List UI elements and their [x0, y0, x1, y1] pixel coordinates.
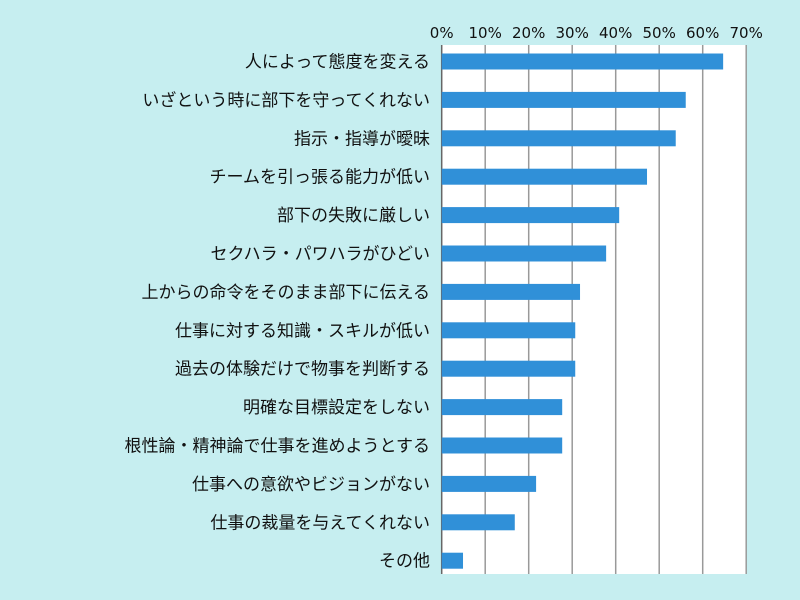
bar [441, 322, 576, 339]
category-label: 明確な目標設定をしない [243, 398, 430, 418]
x-tick-label: 20% [512, 24, 545, 42]
category-label: 仕事の裁量を与えてくれない [210, 513, 430, 533]
category-label: 上からの命令をそのまま部下に伝える [142, 283, 431, 303]
category-label: 仕事への意欲やビジョンがない [192, 475, 430, 495]
category-label: 人によって態度を変える [245, 53, 430, 73]
category-label: 過去の体験だけで物事を判断する [175, 360, 430, 380]
bar [441, 437, 563, 454]
bar [441, 514, 515, 531]
plot-area [441, 45, 747, 574]
bar [441, 130, 676, 147]
bar [441, 475, 537, 492]
category-label: 指示・指導が曖昧 [294, 129, 430, 149]
category-label: いざという時に部下を守ってくれない [142, 90, 430, 111]
x-tick-label: 0% [430, 24, 454, 42]
bar [441, 91, 686, 108]
bar [441, 399, 563, 416]
bar [441, 360, 576, 377]
category-label: チームを引っ張る能力が低い [210, 168, 431, 188]
x-tick-label: 70% [730, 24, 763, 42]
bar [441, 168, 648, 185]
x-tick-label: 50% [643, 24, 676, 42]
bar [441, 245, 607, 262]
bar [441, 53, 724, 70]
category-label: 仕事に対する知識・スキルが低い [175, 321, 430, 341]
category-label: セクハラ・パワハラがひどい [211, 245, 430, 265]
category-label: その他 [379, 552, 430, 572]
x-tick-label: 10% [469, 24, 502, 42]
x-tick-label: 40% [599, 24, 632, 42]
bar [441, 283, 581, 300]
x-tick-label: 60% [686, 24, 719, 42]
x-tick-label: 30% [556, 24, 589, 42]
category-label: 根性論・精神論で仕事を進めようとする [125, 437, 431, 457]
bar [441, 552, 464, 569]
bar [441, 207, 620, 224]
category-label: 部下の失敗に厳しい [277, 206, 430, 226]
